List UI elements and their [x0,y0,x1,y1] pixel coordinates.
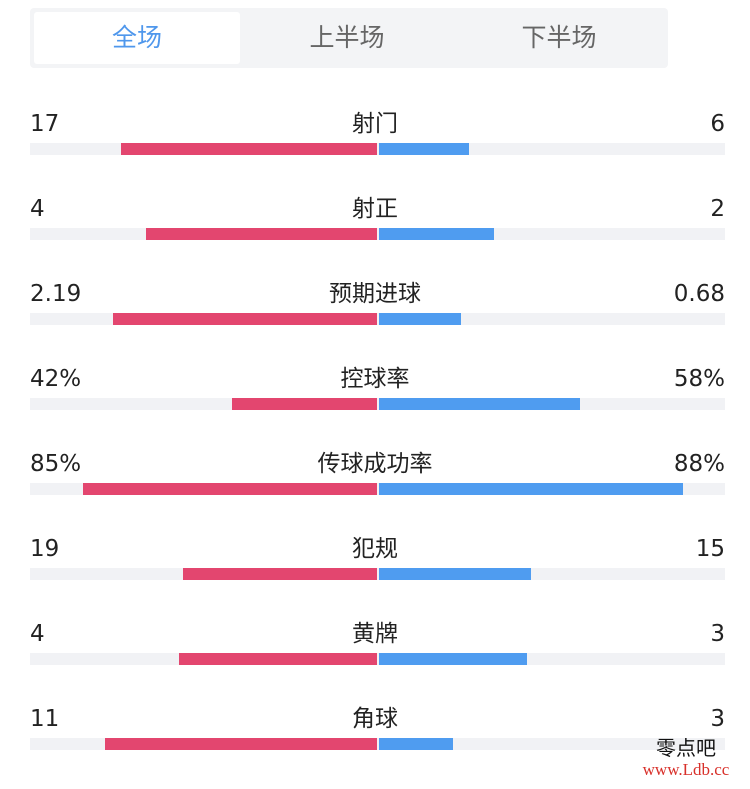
home-bar [105,738,377,750]
stat-label: 角球 [352,706,398,732]
stat-track [30,653,725,665]
away-value: 2 [710,196,725,222]
watermark-url: www.Ldb.cc [642,760,730,779]
tab-full-match[interactable]: 全场 [34,12,240,64]
away-value: 58% [673,366,725,392]
stat-label: 控球率 [340,366,410,392]
stat-label: 射门 [352,111,398,137]
stat-label: 预期进球 [329,281,421,307]
home-bar [113,313,377,325]
home-bar [179,653,377,665]
home-bar [121,143,377,155]
stat-track [30,568,725,580]
home-value: 11 [30,706,60,732]
stat-track [30,398,725,410]
stat-label: 射正 [352,196,398,222]
away-value: 3 [710,621,725,647]
stat-label: 犯规 [352,536,398,562]
stat-track [30,738,725,750]
tab-first-half[interactable]: 上半场 [309,23,385,52]
home-value: 42% [30,366,82,392]
home-bar [146,228,377,240]
home-value: 19 [30,536,60,562]
stat-track [30,483,725,495]
home-bar [232,398,377,410]
home-value: 85% [30,451,82,477]
away-bar [379,568,531,580]
home-bar [183,568,377,580]
away-bar [379,143,469,155]
stat-track [30,228,725,240]
stat-row-pass-accuracy: 85% 传球成功率 88% [0,449,750,534]
away-bar [379,738,453,750]
away-value: 88% [673,451,725,477]
watermark-name: 零点吧 [656,736,716,760]
period-tabs: 全场 上半场 下半场 [30,8,668,68]
stat-track [30,143,725,155]
stat-label: 传球成功率 [317,451,433,477]
home-bar [83,483,377,495]
away-bar [379,228,494,240]
away-value: 6 [710,111,725,137]
away-value: 3 [710,706,725,732]
stat-track [30,313,725,325]
stat-row-shots: 17 射门 6 [0,109,750,194]
stat-row-possession: 42% 控球率 58% [0,364,750,449]
tab-second-half[interactable]: 下半场 [521,23,597,52]
away-value: 0.68 [673,281,725,307]
stat-row-yellow-cards: 4 黄牌 3 [0,619,750,704]
away-bar [379,313,461,325]
home-value: 17 [30,111,60,137]
watermark: 零点吧 www.Ldb.cc [626,736,746,780]
stat-label: 黄牌 [352,621,398,647]
home-value: 2.19 [30,281,82,307]
stat-row-corners: 11 角球 3 [0,704,750,789]
stat-row-shots-on-target: 4 射正 2 [0,194,750,279]
stat-row-fouls: 19 犯规 15 [0,534,750,619]
stat-row-expected-goals: 2.19 预期进球 0.68 [0,279,750,364]
away-bar [379,653,527,665]
home-value: 4 [30,196,45,222]
away-bar [379,483,683,495]
away-bar [379,398,580,410]
away-value: 15 [695,536,725,562]
home-value: 4 [30,621,45,647]
